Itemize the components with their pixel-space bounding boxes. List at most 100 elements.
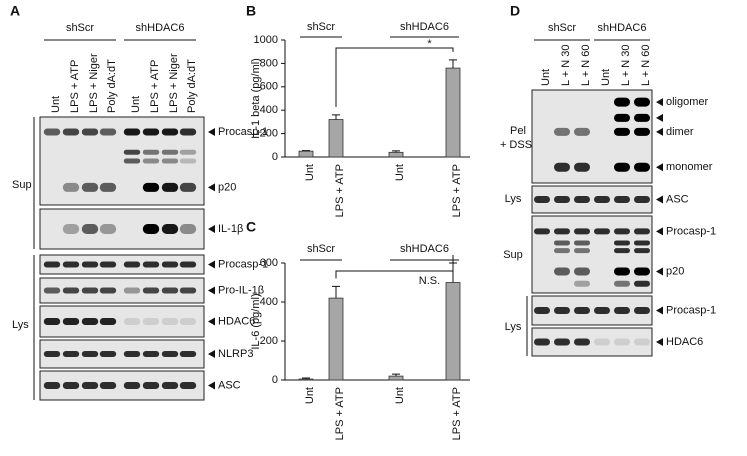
- blot-background: [531, 295, 653, 326]
- arrowhead: [656, 227, 663, 236]
- band: [99, 351, 117, 357]
- band: [161, 158, 179, 164]
- band: [554, 267, 570, 276]
- y-tick-label: 1000: [254, 34, 278, 46]
- arrowhead: [656, 195, 663, 204]
- lane-label: Unt: [540, 69, 552, 86]
- band: [142, 261, 160, 268]
- band: [123, 351, 141, 357]
- bar: [388, 151, 404, 158]
- band: [81, 224, 99, 234]
- band: [614, 228, 630, 235]
- blot-label: Procasp-1: [218, 126, 268, 138]
- y-tick-label: 400: [260, 104, 278, 116]
- lane-label: Poly dA:dT: [106, 59, 118, 113]
- y-tick-label: 400: [260, 296, 278, 308]
- band: [594, 228, 610, 235]
- band: [81, 351, 99, 357]
- group-label: shScr: [66, 22, 94, 34]
- y-tick-label: 600: [260, 257, 278, 269]
- section-label: Lys: [505, 321, 522, 333]
- band: [614, 280, 630, 287]
- lane-label: Unt: [600, 69, 612, 86]
- band: [43, 318, 61, 325]
- group-label: shScr: [307, 21, 335, 33]
- arrowhead: [208, 286, 215, 295]
- lane-label: Unt: [130, 96, 142, 113]
- blot-label: oligomer: [666, 96, 709, 108]
- band: [614, 338, 630, 346]
- error-bar: [332, 285, 340, 299]
- bar: [328, 297, 344, 381]
- blot-label: Pro-IL-1β: [218, 284, 264, 296]
- x-tick-label: LPS + ATP: [451, 387, 463, 440]
- band: [99, 261, 117, 268]
- significance-bracket: [335, 255, 454, 279]
- blot-label: ASC: [218, 379, 241, 391]
- blot-label: Procasp-1: [666, 225, 716, 237]
- bar: [328, 119, 344, 158]
- lane-label: L + N 30: [560, 45, 572, 86]
- band: [554, 162, 570, 172]
- panel-letter: A: [10, 3, 20, 19]
- band: [574, 307, 590, 314]
- y-tick-label: 800: [260, 57, 278, 69]
- section-label: + DSS: [500, 139, 532, 151]
- blot-label: NLRP3: [218, 348, 253, 360]
- band: [99, 128, 117, 136]
- panel-letter: D: [510, 3, 520, 19]
- y-tick-label: 200: [260, 128, 278, 140]
- band: [179, 287, 197, 294]
- band: [142, 128, 160, 136]
- band: [554, 248, 570, 254]
- lane-label: L + N 60: [580, 45, 592, 86]
- band: [43, 261, 61, 268]
- band: [179, 158, 197, 164]
- band: [179, 182, 197, 192]
- band: [614, 240, 630, 246]
- band: [634, 248, 650, 254]
- band: [574, 162, 590, 172]
- blot: [531, 327, 653, 357]
- arrowhead: [208, 317, 215, 326]
- band: [574, 338, 590, 346]
- group-label: shScr: [307, 243, 335, 255]
- band: [634, 127, 650, 136]
- section-label: Pel: [510, 125, 526, 137]
- band: [161, 382, 179, 389]
- arrowhead: [208, 381, 215, 390]
- band: [179, 128, 197, 136]
- band: [81, 182, 99, 192]
- band: [634, 162, 650, 172]
- band: [142, 318, 160, 325]
- band: [614, 267, 630, 276]
- bar: [445, 67, 461, 158]
- band: [614, 248, 630, 254]
- arrowhead: [208, 225, 215, 233]
- band: [161, 351, 179, 357]
- lane-label: LPS + ATP: [69, 60, 81, 113]
- band: [142, 182, 160, 192]
- blot-label: ASC: [666, 193, 689, 205]
- band: [99, 224, 117, 234]
- significance-bracket: [335, 47, 454, 107]
- band: [614, 196, 630, 203]
- band: [634, 240, 650, 246]
- bar: [388, 375, 404, 381]
- error-bar: [449, 59, 457, 69]
- band: [614, 97, 630, 107]
- y-tick-label: 600: [260, 81, 278, 93]
- band: [62, 287, 80, 294]
- arrowhead: [656, 127, 663, 136]
- band: [574, 240, 590, 246]
- blot: [39, 116, 205, 206]
- x-tick-label: Unt: [304, 164, 316, 181]
- y-tick-label: 0: [272, 374, 278, 386]
- band: [43, 351, 61, 357]
- lane-label: LPS + ATP: [149, 60, 161, 113]
- blot: [39, 305, 205, 338]
- blot: [39, 208, 205, 250]
- band: [62, 224, 80, 234]
- arrowhead: [656, 267, 663, 276]
- y-axis-label: IL-6 (pg/ml): [250, 293, 262, 349]
